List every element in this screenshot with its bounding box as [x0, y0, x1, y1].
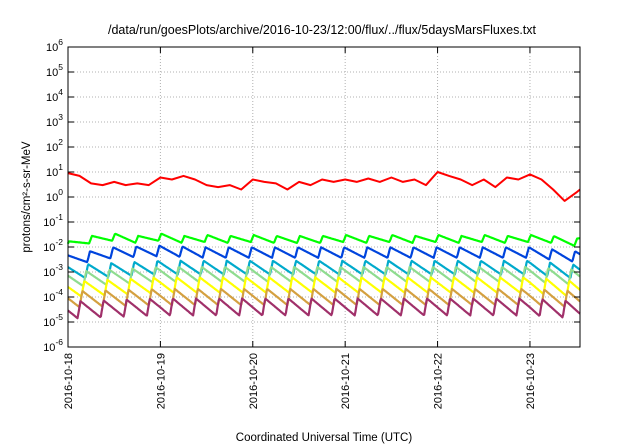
series-group: [66, 171, 581, 320]
y-tick-exponent: 5: [58, 62, 63, 72]
y-tick-mantissa: 10: [43, 217, 55, 229]
y-tick-mantissa: 10: [46, 117, 58, 129]
x-tick-label: 2016-10-21: [340, 353, 352, 409]
y-tick-mantissa: 10: [43, 292, 55, 304]
series-line: [67, 297, 581, 320]
y-tick-label: 10-2: [43, 237, 63, 254]
y-tick-exponent: -6: [55, 337, 63, 347]
series-line: [67, 276, 581, 298]
x-tick-label: 2016-10-23: [525, 353, 537, 409]
y-tick-label: 10-5: [43, 312, 63, 329]
y-tick-label: 104: [46, 87, 63, 104]
y-tick-label: 100: [46, 187, 63, 204]
y-tick-exponent: 2: [58, 137, 63, 147]
y-tick-label: 103: [46, 112, 63, 129]
y-tick-exponent: -1: [55, 212, 63, 222]
chart-title: /data/run/goesPlots/archive/2016-10-23/1…: [108, 23, 537, 37]
y-axis-label: protons/cm²-s-sr-MeV: [21, 141, 33, 253]
y-tick-exponent: 3: [58, 112, 63, 122]
y-tick-exponent: -3: [55, 262, 63, 272]
x-tick-label: 2016-10-20: [248, 353, 260, 409]
y-tick-exponent: 0: [58, 187, 63, 197]
x-axis-label: Coordinated Universal Time (UTC): [236, 432, 413, 444]
y-tick-mantissa: 10: [46, 142, 58, 154]
y-tick-mantissa: 10: [46, 67, 58, 79]
x-axis: 2016-10-18 2016-10-19 2016-10-20 2016-10-21…: [63, 47, 537, 409]
y-tick-exponent: 1: [58, 162, 63, 172]
y-tick-exponent: -5: [55, 312, 63, 322]
y-tick-label: 106: [46, 37, 63, 54]
y-tick-mantissa: 10: [43, 267, 55, 279]
series-line: [67, 171, 581, 202]
y-tick-label: 10-1: [43, 212, 63, 229]
y-tick-mantissa: 10: [46, 92, 58, 104]
y-tick-label: 10-3: [43, 262, 63, 279]
y-tick-exponent: -2: [55, 237, 63, 247]
y-tick-exponent: 6: [58, 37, 63, 47]
y-tick-mantissa: 10: [43, 317, 55, 329]
x-tick-label: 2016-10-19: [155, 353, 167, 409]
series-line: [66, 232, 581, 247]
y-tick-label: 10-6: [43, 337, 63, 354]
y-axis: 10610510410310210110010-110-210-310-410-…: [43, 37, 580, 354]
y-tick-mantissa: 10: [46, 167, 58, 179]
y-tick-label: 101: [46, 162, 63, 179]
y-tick-label: 102: [46, 137, 63, 154]
y-tick-mantissa: 10: [46, 42, 58, 54]
y-tick-mantissa: 10: [43, 242, 55, 254]
y-tick-exponent: 4: [58, 87, 63, 97]
x-tick-label: 2016-10-22: [433, 353, 445, 409]
y-tick-mantissa: 10: [46, 192, 58, 204]
x-tick-label: 2016-10-18: [63, 353, 75, 409]
y-tick-exponent: -4: [55, 287, 63, 297]
y-tick-label: 105: [46, 62, 63, 79]
series-line: [67, 244, 581, 264]
y-tick-mantissa: 10: [43, 342, 55, 354]
y-tick-label: 10-4: [43, 287, 63, 304]
